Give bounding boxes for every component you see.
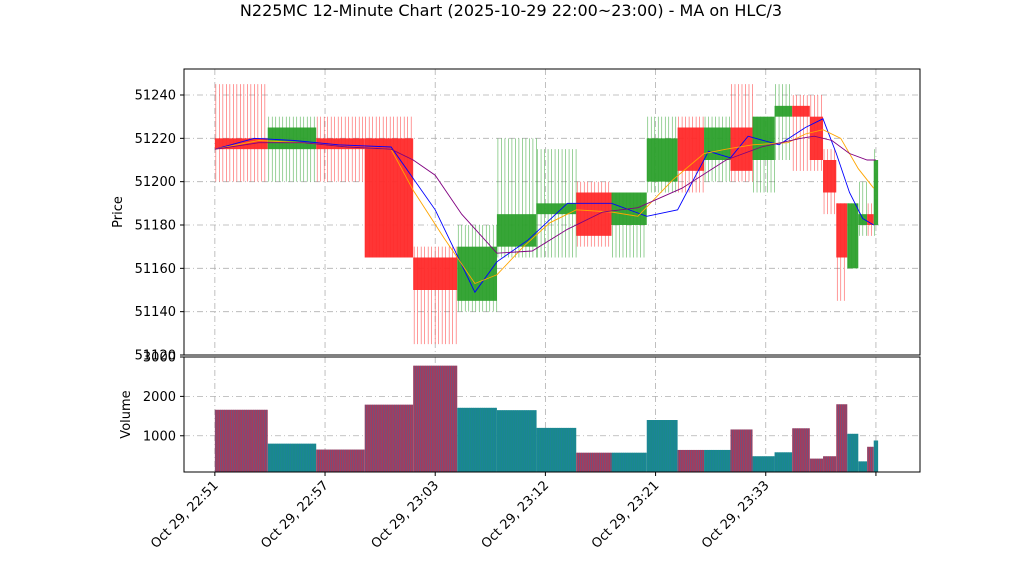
candle-body <box>847 203 859 269</box>
candle <box>413 246 458 345</box>
candle-body <box>704 127 731 160</box>
price-tick-label: 51180 <box>135 219 176 234</box>
candle <box>677 116 705 193</box>
candle-body <box>774 105 793 117</box>
x-tick-label: Oct 29, 22:57 <box>258 478 331 551</box>
candle <box>752 116 775 193</box>
volume-bar <box>774 452 793 472</box>
ma-line-ma_long <box>214 135 876 254</box>
candle-body <box>413 257 458 290</box>
candle-body <box>858 214 868 225</box>
x-tick-label: Oct 29, 23:21 <box>589 478 662 551</box>
candle-body <box>646 138 678 182</box>
candle <box>867 203 874 236</box>
candle <box>809 95 824 171</box>
volume-bar <box>836 404 848 472</box>
volume-bar <box>413 365 458 472</box>
candle <box>536 149 577 258</box>
candle-body <box>496 214 537 247</box>
volume-bar <box>704 449 731 472</box>
price-tick-label: 51160 <box>135 262 176 277</box>
ma-line-ma_short <box>214 118 874 294</box>
candle <box>364 116 414 258</box>
candle <box>214 84 268 182</box>
volume-bar <box>858 461 868 472</box>
price-tick-label: 51200 <box>135 175 176 190</box>
candle-body <box>364 138 414 258</box>
candle-body <box>809 116 824 160</box>
volume-bar <box>873 440 879 472</box>
volume-bar <box>576 452 612 472</box>
moving-average-lines <box>214 118 876 294</box>
candle <box>611 192 647 258</box>
candle-body <box>267 127 317 150</box>
volume-bar <box>364 404 414 472</box>
candle <box>858 181 868 236</box>
volume-bar <box>823 456 837 472</box>
axes <box>180 68 921 476</box>
x-tick-label: Oct 29, 23:03 <box>369 478 442 551</box>
volume-bar <box>316 449 365 472</box>
candle-body <box>873 160 879 225</box>
price-tick-label: 51220 <box>135 132 176 147</box>
candle-body <box>536 203 577 215</box>
candle <box>730 84 753 182</box>
candle-body <box>823 160 837 193</box>
candle <box>836 203 848 301</box>
volume-bar <box>457 407 497 472</box>
candle-body <box>752 116 775 160</box>
candle-body <box>457 246 497 301</box>
candle-body <box>316 138 365 150</box>
volume-bar <box>792 428 810 472</box>
candle <box>576 181 612 247</box>
candles <box>214 84 879 345</box>
volume-tick-label: 1000 <box>143 429 176 444</box>
candle-body <box>576 192 612 236</box>
price-tick-label: 51120 <box>135 349 176 364</box>
volume-bar <box>536 427 577 472</box>
volume-bar <box>752 456 775 472</box>
volume-bar <box>677 449 705 472</box>
price-tick-label: 51140 <box>135 305 176 320</box>
volume-bar <box>867 446 874 472</box>
candle <box>792 95 810 171</box>
price-axes-frame <box>183 68 921 356</box>
x-tick-label: Oct 29, 23:12 <box>479 478 552 551</box>
candle <box>823 149 837 215</box>
chart-title: N225MC 12-Minute Chart (2025-10-29 22:00… <box>239 1 783 20</box>
candle <box>646 116 678 193</box>
volume-bar <box>730 429 753 472</box>
volume-bar <box>809 458 824 472</box>
candle-body <box>730 127 753 171</box>
candle-body <box>792 105 810 117</box>
volume-bar <box>267 443 317 472</box>
candle <box>267 116 317 182</box>
volume-bar <box>496 410 537 472</box>
candle <box>847 203 859 269</box>
candle-body <box>677 127 705 171</box>
volume-bar <box>646 420 678 472</box>
candle <box>774 84 793 160</box>
candle <box>457 225 498 312</box>
candle <box>316 116 365 182</box>
price-tick-label: 51240 <box>135 89 176 104</box>
volume-bar <box>214 409 268 472</box>
volume-bar <box>611 452 647 472</box>
x-tick-label: Oct 29, 22:51 <box>148 478 221 551</box>
candle <box>873 149 879 236</box>
volume-axis-title: Volume <box>119 390 134 438</box>
candle-body <box>867 214 874 225</box>
candle-body <box>836 203 848 258</box>
price-axis-title: Price <box>111 196 126 228</box>
volume-bars <box>214 365 879 472</box>
x-tick-label: Oct 29, 23:33 <box>699 478 772 551</box>
volume-axes-frame <box>183 356 921 473</box>
volume-tick-label: 2000 <box>143 390 176 405</box>
volume-bar <box>847 433 859 472</box>
volume-tick-label: 3000 <box>143 351 176 366</box>
